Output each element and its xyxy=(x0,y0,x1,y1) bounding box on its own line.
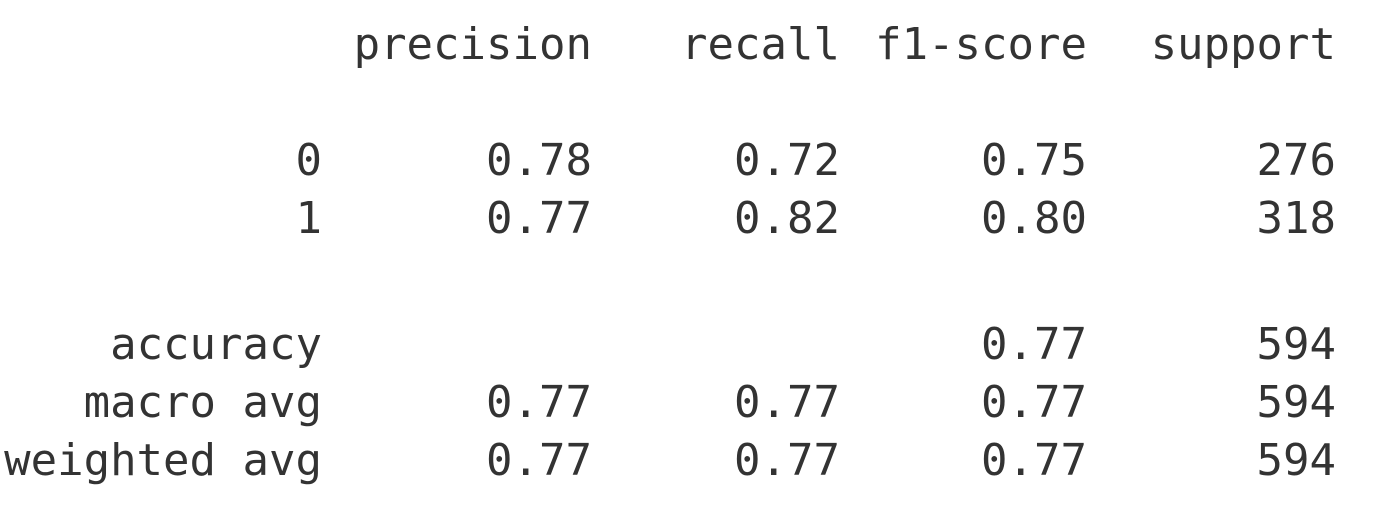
row-label: weighted avg xyxy=(4,435,322,486)
cell-f1-score: 0.80 xyxy=(981,193,1087,244)
cell-support: 594 xyxy=(1256,377,1336,428)
blank-line xyxy=(2,248,1392,316)
cell-recall: 0.82 xyxy=(734,193,840,244)
cell-recall: 0.77 xyxy=(734,377,840,428)
cell-recall: 0.77 xyxy=(734,435,840,486)
classification-report-table: precision recall f1-score support 0 0.78… xyxy=(2,16,1392,490)
cell-precision: 0.77 xyxy=(486,377,592,428)
cell-support: 318 xyxy=(1256,193,1336,244)
header-label-spacer xyxy=(2,16,322,74)
header-recall: recall xyxy=(681,19,840,70)
cell-precision: 0.78 xyxy=(486,135,592,186)
header-precision: precision xyxy=(353,19,592,70)
blank-line xyxy=(2,74,1392,132)
row-label: 0 xyxy=(295,135,323,186)
class-1-row: 1 0.77 0.82 0.80 318 xyxy=(2,190,1392,248)
row-label: 1 xyxy=(295,193,323,244)
header-row: precision recall f1-score support xyxy=(2,16,1392,74)
row-label: accuracy xyxy=(110,319,322,370)
macro-avg-row: macro avg 0.77 0.77 0.77 594 xyxy=(2,374,1392,432)
accuracy-row: accuracy 0.77 594 xyxy=(2,316,1392,374)
cell-precision xyxy=(322,316,592,374)
weighted-avg-row: weighted avg 0.77 0.77 0.77 594 xyxy=(2,432,1392,490)
row-label: macro avg xyxy=(83,377,322,428)
cell-precision: 0.77 xyxy=(486,193,592,244)
cell-f1-score: 0.77 xyxy=(981,377,1087,428)
cell-f1-score: 0.77 xyxy=(981,319,1087,370)
cell-precision: 0.77 xyxy=(486,435,592,486)
cell-support: 276 xyxy=(1256,135,1336,186)
cell-f1-score: 0.77 xyxy=(981,435,1087,486)
cell-support: 594 xyxy=(1256,319,1336,370)
cell-recall: 0.72 xyxy=(734,135,840,186)
cell-f1-score: 0.75 xyxy=(981,135,1087,186)
header-support: support xyxy=(1150,19,1336,70)
header-f1-score: f1-score xyxy=(875,19,1087,70)
cell-support: 594 xyxy=(1256,435,1336,486)
class-0-row: 0 0.78 0.72 0.75 276 xyxy=(2,132,1392,190)
cell-recall xyxy=(592,316,840,374)
